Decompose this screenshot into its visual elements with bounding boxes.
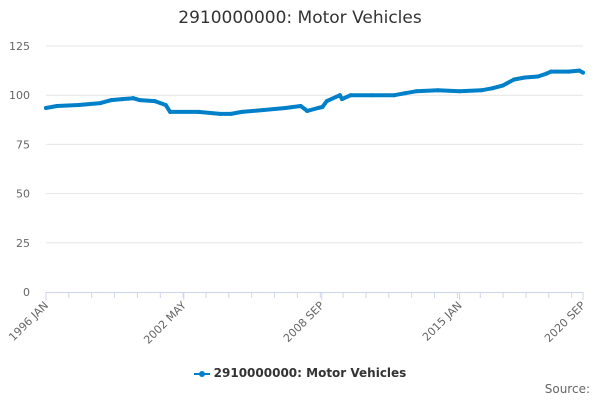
data-point: [109, 98, 114, 103]
data-point: [511, 77, 516, 82]
data-point: [229, 111, 234, 116]
data-point: [544, 71, 549, 76]
data-point: [577, 68, 582, 73]
data-point: [370, 93, 375, 98]
data-point: [218, 111, 223, 116]
data-point: [196, 109, 201, 114]
data-point: [298, 104, 303, 109]
data-point: [76, 103, 81, 108]
data-point: [98, 101, 103, 106]
data-point: [261, 107, 266, 112]
series-line: [44, 68, 585, 116]
data-point: [403, 91, 408, 96]
source-label: Source:: [544, 382, 590, 396]
y-tick-label: 75: [16, 138, 30, 151]
data-point: [435, 88, 440, 93]
x-tick-label: 2020 SEP: [542, 299, 588, 345]
data-point: [522, 75, 527, 80]
x-tick-label: 2015 JAN: [420, 299, 465, 344]
data-point: [131, 96, 136, 101]
data-point: [152, 99, 157, 104]
data-point: [137, 98, 142, 103]
data-point: [479, 88, 484, 93]
y-tick-label: 0: [23, 286, 30, 299]
chart-title: 2910000000: Motor Vehicles: [178, 8, 422, 28]
data-point: [305, 108, 310, 113]
data-point: [348, 93, 353, 98]
data-point: [501, 83, 506, 88]
x-tick-label: 2008 SEP: [281, 299, 327, 345]
data-point: [490, 86, 495, 91]
data-point: [324, 99, 329, 104]
data-point: [163, 103, 168, 108]
y-tick-label: 100: [9, 89, 30, 102]
y-tick-label: 125: [9, 40, 30, 53]
data-point: [239, 109, 244, 114]
data-point: [549, 69, 554, 74]
data-point: [316, 105, 321, 110]
data-point: [414, 89, 419, 94]
data-point: [535, 74, 540, 79]
data-point: [44, 105, 48, 110]
data-point: [54, 104, 59, 109]
y-tick-label: 25: [16, 237, 30, 250]
data-point: [283, 105, 288, 110]
legend-item[interactable]: 2910000000: Motor Vehicles: [0, 366, 600, 380]
legend-label: 2910000000: Motor Vehicles: [213, 366, 407, 380]
x-tick-label: 1996 JAN: [6, 299, 51, 344]
data-point: [340, 97, 345, 102]
data-point: [457, 89, 462, 94]
data-point: [581, 70, 585, 75]
data-point: [392, 93, 397, 98]
data-point: [120, 97, 125, 102]
data-point: [566, 69, 571, 74]
legend-line-marker-icon: [193, 370, 210, 377]
data-point: [337, 93, 342, 98]
data-point: [320, 105, 325, 110]
x-tick-label: 2002 MAY: [141, 299, 189, 347]
y-tick-label: 50: [16, 188, 30, 201]
data-point: [168, 109, 173, 114]
